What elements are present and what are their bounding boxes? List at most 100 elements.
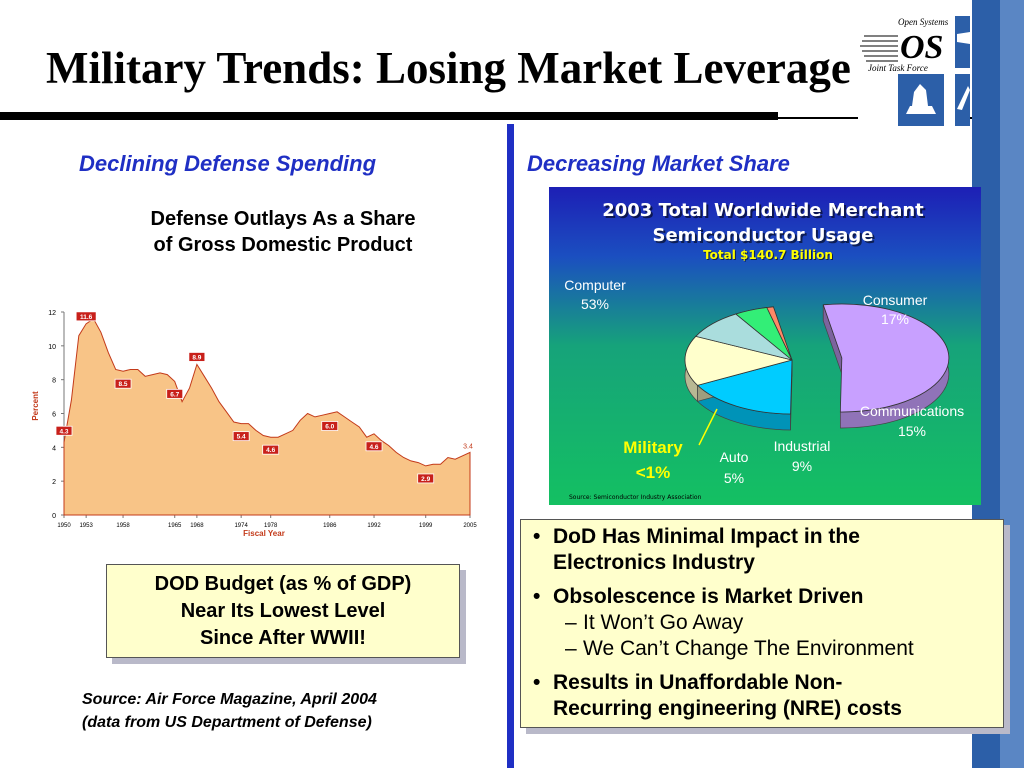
right-section-heading: Decreasing Market Share (527, 151, 790, 176)
y-tick-label: 8 (52, 378, 56, 385)
data-label: 4.3 (59, 428, 68, 435)
data-label-box (75, 311, 97, 322)
bullet-1-line-1: DoD Has Minimal Impact in the (553, 525, 860, 548)
data-label: 8.9 (192, 354, 201, 361)
data-label-box (166, 388, 184, 399)
source-line-2: (data from US Department of Defense) (82, 714, 372, 731)
jet-icon (957, 86, 970, 110)
x-tick-label: 1978 (264, 523, 278, 529)
key-points-callout: • DoD Has Minimal Impact in the Electron… (520, 519, 1004, 728)
pie-subtitle-shadow: Total $140.7 Billion (704, 249, 834, 263)
data-label-box (114, 378, 132, 389)
pie-label-value: 5% (724, 470, 744, 486)
sub-bullet-1-dash: – (565, 611, 577, 634)
source-citation: Source: Air Force Magazine, April 2004 (… (82, 688, 377, 734)
y-tick-label: 12 (48, 310, 56, 317)
y-tick-label: 2 (52, 479, 56, 486)
pie-label-value: 53% (581, 296, 609, 312)
right-decor-band-light (1000, 0, 1024, 768)
data-label-box (417, 473, 435, 484)
pie-source: Source: Semiconductor Industry Associati… (569, 494, 702, 501)
pie-title-shadow-2: Semiconductor Usage (654, 227, 875, 248)
logo-top-text: Open Systems (898, 17, 949, 27)
x-tick-label: 1992 (367, 523, 381, 529)
x-axis-label: Fiscal Year (243, 529, 285, 538)
pie-label-value: 17% (881, 311, 909, 327)
title-rule (0, 117, 1000, 119)
open-systems-logo: Open Systems OS Joint Task Force (858, 14, 970, 128)
data-label-box (321, 421, 339, 431)
pie-label-value: 15% (898, 423, 926, 439)
data-label: 2.9 (421, 476, 430, 483)
data-label: 4.6 (266, 447, 275, 454)
title-underline (0, 112, 778, 120)
callout-line-1: DOD Budget (as % of GDP) (154, 573, 412, 595)
semiconductor-usage-pie-chart: 2003 Total Worldwide Merchant 2003 Total… (564, 200, 964, 501)
pie-label-name: Auto (720, 449, 749, 465)
bullet-3-line-2: Recurring engineering (NRE) costs (553, 697, 902, 720)
x-tick-label: 1965 (168, 523, 182, 529)
bullet-2-line-1: Obsolescence is Market Driven (553, 585, 864, 608)
callout-line-2: Near Its Lowest Level (180, 600, 386, 622)
y-tick-label: 6 (52, 412, 56, 419)
pie-slice-consumer (696, 359, 793, 415)
pie-label-name: Consumer (863, 292, 928, 308)
data-label: 8.5 (119, 381, 128, 388)
pie-slice-military (766, 306, 793, 361)
bullet-1-glyph: • (533, 525, 541, 548)
data-label: 11.6 (80, 314, 93, 321)
pie-label-name: Military (623, 438, 683, 457)
bullet-2-glyph: • (533, 585, 541, 608)
pie-label-name: Communications (860, 403, 964, 419)
data-label-box (55, 425, 73, 436)
chart-subtitle-line-1: Defense Outlays As a Share (150, 208, 416, 230)
x-tick-label: 1968 (190, 523, 204, 529)
pie-label-value: 9% (792, 458, 812, 474)
source-line-1: Source: Air Force Magazine, April 2004 (82, 691, 377, 708)
column-divider (507, 124, 514, 768)
area-series (63, 318, 471, 516)
page-title: Military Trends: Losing Market Leverage (46, 43, 851, 93)
pie-title-line-1: 2003 Total Worldwide Merchant (602, 200, 924, 221)
data-label-box (188, 352, 206, 362)
military-leader-line (698, 408, 718, 446)
data-label: 6.0 (325, 424, 334, 431)
ship-icon (906, 84, 936, 114)
x-tick-label: 1950 (57, 523, 71, 529)
y-tick-label: 0 (52, 513, 56, 520)
pie-title-shadow-1: 2003 Total Worldwide Merchant (604, 202, 926, 223)
y-tick-label: 10 (48, 344, 56, 351)
bullet-3-glyph: • (533, 671, 541, 694)
defense-outlays-area-chart: 0 2 4 6 8 10 12 1950 1953 1958 1965 1968 1974 1978 198… (31, 310, 477, 538)
x-tick-label: 1958 (116, 523, 130, 529)
data-label-box (262, 444, 280, 455)
data-label-box (365, 441, 383, 452)
logo-mark: OS (900, 29, 943, 66)
y-axis-label: Percent (31, 391, 40, 421)
sub-bullet-2: We Can’t Change The Environment (583, 637, 914, 660)
bullet-1-line-2: Electronics Industry (553, 551, 755, 574)
x-tick-label: 1999 (419, 523, 433, 529)
x-tick-label: 1953 (79, 523, 93, 529)
pie-title-line-2: Semiconductor Usage (652, 225, 873, 246)
left-section-heading: Declining Defense Spending (79, 151, 377, 176)
dod-budget-callout: DOD Budget (as % of GDP) Near Its Lowest… (106, 564, 460, 658)
data-label: 3.4 (463, 443, 473, 450)
pie-slice-communications (684, 335, 793, 386)
pie-label-name: Industrial (774, 438, 831, 454)
y-tick-label: 4 (52, 445, 56, 452)
data-label: 4.6 (370, 444, 379, 451)
pie-subtitle: Total $140.7 Billion (703, 248, 833, 262)
data-label-box (232, 431, 250, 442)
data-label: 5.4 (237, 434, 246, 441)
bullet-3-line-1: Results in Unaffordable Non- (553, 671, 843, 694)
pie-label-value: <1% (636, 463, 671, 482)
pie-label-name: Computer (564, 277, 626, 293)
callout-line-3: Since After WWII! (200, 627, 366, 649)
pie-slice-computer (822, 303, 950, 413)
sub-bullet-1: It Won’t Go Away (583, 611, 744, 634)
x-tick-label: 1974 (234, 523, 248, 529)
logo-bottom-text: Joint Task Force (868, 63, 928, 73)
tank-icon (957, 32, 970, 44)
sub-bullet-2-dash: – (565, 637, 577, 660)
